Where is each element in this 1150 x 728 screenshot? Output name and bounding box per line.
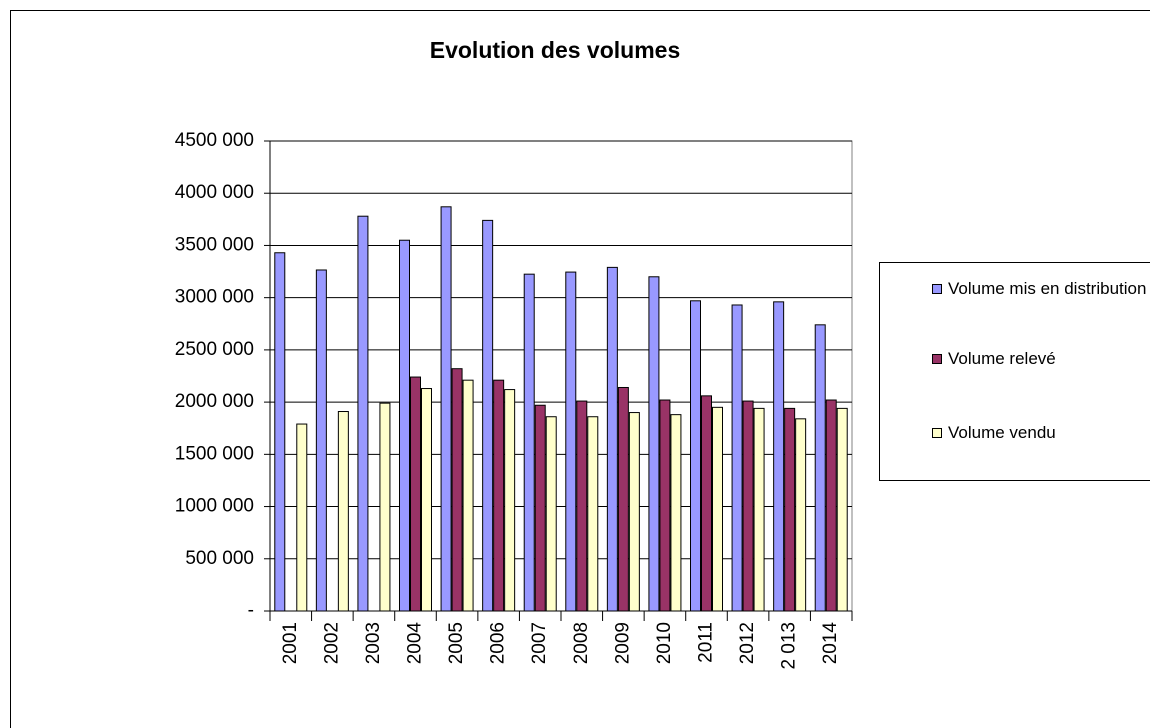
bar [617,386,629,612]
bar [670,414,682,612]
legend-label: Volume vendu [948,423,1056,442]
legend-swatch [932,354,942,364]
bar [701,395,712,612]
bar [753,407,765,612]
bar [523,273,535,612]
bar [825,399,837,612]
legend-entry: Volume mis en distribution [932,279,1148,299]
bar [274,252,286,612]
x-tick-label: 2009 [612,622,633,664]
legend-swatch [932,428,942,438]
legend-entry: Volume vendu [932,423,1148,443]
bar [493,379,505,612]
plot-area [269,140,853,612]
y-tick-label: 1500 000 [175,443,254,464]
bar [773,301,785,612]
bar [742,400,754,612]
bar [731,304,743,612]
bar [440,206,452,612]
x-tick-label: 2002 [321,622,342,664]
x-tick-label: 2001 [280,622,301,664]
bar [565,271,577,612]
x-tick-label: 2011 [696,622,717,663]
y-tick-label: 2000 000 [175,391,254,412]
legend-label: Volume mis en distribution [948,279,1147,298]
y-tick-label: 2500 000 [175,339,254,360]
bar [357,215,369,612]
y-tick-label: 1000 000 [175,496,254,517]
bar [462,379,474,612]
x-tick-label: 2 013 [779,622,800,670]
chart-title: Evolution des volumes [430,37,681,63]
legend-swatch [932,284,942,294]
y-tick-label: 500 000 [185,548,254,569]
x-tick-label: 2004 [405,622,426,665]
y-tick-label: 4500 000 [175,130,254,151]
x-tick-label: 2014 [820,622,841,665]
bar [296,423,308,612]
x-tick-label: 2006 [488,622,509,664]
bar [814,324,826,612]
legend-entry: Volume relevé [932,349,1148,369]
bar [659,399,671,612]
bar [545,416,557,612]
bar [421,388,432,612]
bar [836,407,848,612]
bar [795,418,807,612]
y-tick-label: 3000 000 [175,287,254,308]
bar [337,411,349,612]
bar [784,407,796,612]
x-tick-label: 2003 [363,622,384,664]
bar [648,276,660,612]
bar [399,239,410,612]
bar [482,219,494,612]
legend-label: Volume relevé [948,349,1056,368]
bar [315,269,327,612]
bar [587,416,599,612]
bar [690,300,701,612]
bar [576,400,588,612]
x-tick-label: 2010 [654,622,675,664]
bar [504,389,516,612]
bar [410,376,421,612]
y-tick-label: - [248,600,254,621]
bar [451,368,463,612]
bar [606,266,618,612]
bar [379,402,391,612]
x-tick-label: 2007 [529,622,550,664]
bar [534,404,546,612]
legend: Volume mis en distribution Volume relevé V… [879,262,1150,481]
y-tick-label: 4000 000 [175,182,254,203]
bar [628,412,640,612]
y-tick-label: 3500 000 [175,234,254,255]
x-tick-label: 2008 [571,622,592,664]
x-tick-label: 2005 [446,622,467,664]
x-tick-label: 2012 [737,622,758,664]
bar [712,406,723,612]
